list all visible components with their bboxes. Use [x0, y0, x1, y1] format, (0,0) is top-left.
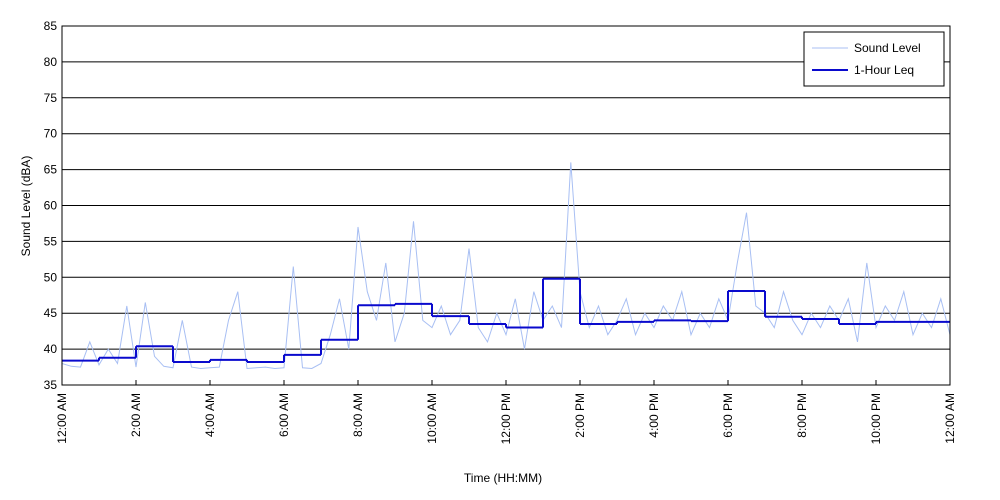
- y-tick-label: 75: [44, 91, 58, 105]
- x-tick-label: 10:00 AM: [425, 393, 439, 444]
- y-tick-label: 55: [44, 234, 58, 248]
- x-tick-label: 12:00 AM: [55, 393, 69, 444]
- x-axis-label: Time (HH:MM): [464, 471, 542, 485]
- x-tick-label: 12:00 AM: [943, 393, 957, 444]
- x-tick-label: 2:00 AM: [129, 393, 143, 437]
- x-tick-label: 6:00 PM: [721, 393, 735, 438]
- x-tick-label: 10:00 PM: [869, 393, 883, 444]
- x-tick-label: 12:00 PM: [499, 393, 513, 444]
- y-tick-label: 35: [44, 378, 58, 392]
- legend: Sound Level 1-Hour Leq: [803, 31, 945, 87]
- plot-border: [61, 25, 951, 386]
- x-tick-label: 4:00 AM: [203, 393, 217, 437]
- legend-label: 1-Hour Leq: [854, 63, 914, 77]
- y-tick-label: 70: [44, 127, 58, 141]
- x-tick-label: 2:00 PM: [573, 393, 587, 438]
- y-tick-label: 65: [44, 163, 58, 177]
- y-axis-label: Sound Level (dBA): [19, 156, 33, 257]
- x-tick-label: 8:00 AM: [351, 393, 365, 437]
- legend-label: Sound Level: [854, 41, 921, 55]
- x-tick-label: 4:00 PM: [647, 393, 661, 438]
- legend-box: [803, 31, 945, 87]
- y-tick-label: 85: [44, 19, 58, 33]
- y-tick-label: 50: [44, 270, 58, 284]
- y-tick-label: 45: [44, 306, 58, 320]
- sound-level-line: [61, 162, 951, 370]
- x-tick-label: 6:00 AM: [277, 393, 291, 437]
- y-tick-label: 60: [44, 199, 58, 213]
- x-tick-label: 8:00 PM: [795, 393, 809, 438]
- y-tick-label: 80: [44, 55, 58, 69]
- y-tick-label: 40: [44, 342, 58, 356]
